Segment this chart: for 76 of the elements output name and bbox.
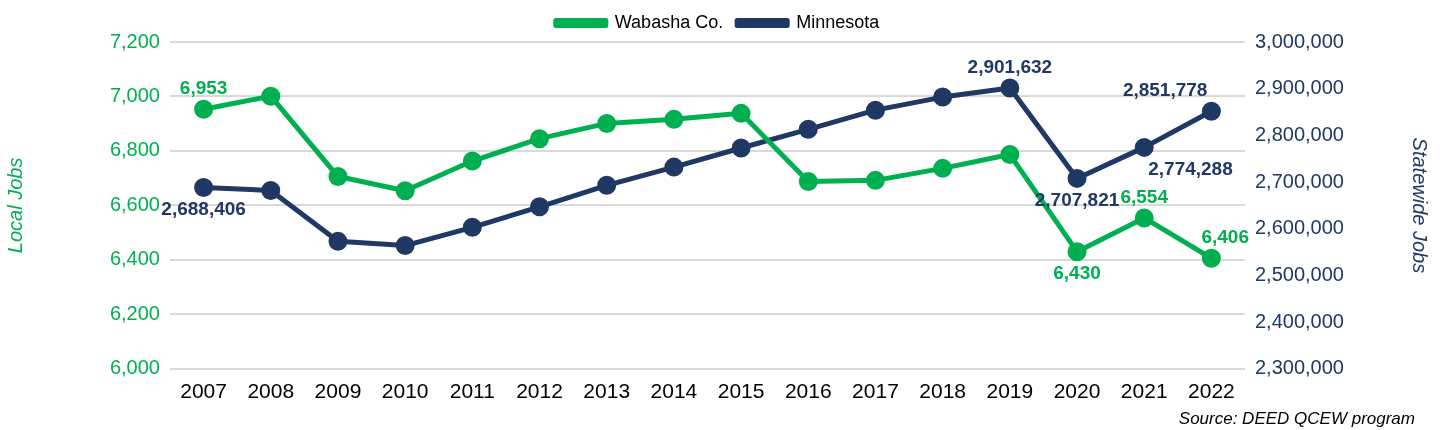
x-tick-label: 2007 bbox=[180, 379, 227, 403]
point bbox=[731, 103, 751, 123]
x-tick-label: 2010 bbox=[381, 379, 429, 403]
data-label: 2,774,288 bbox=[1148, 158, 1233, 180]
point bbox=[328, 167, 348, 187]
point bbox=[933, 158, 953, 178]
x-tick-label: 2016 bbox=[784, 379, 832, 403]
legend-label: Minnesota bbox=[796, 11, 881, 32]
point bbox=[395, 181, 415, 201]
point bbox=[597, 113, 617, 133]
y2-tick-label: 2,400,000 bbox=[1255, 309, 1344, 332]
point bbox=[1134, 208, 1154, 228]
point bbox=[194, 99, 214, 119]
point bbox=[462, 217, 482, 237]
point bbox=[530, 129, 550, 149]
x-tick-label: 2015 bbox=[717, 379, 765, 403]
y-tick-label: 6,000 bbox=[109, 356, 160, 379]
point bbox=[1000, 78, 1020, 98]
data-label: 2,851,778 bbox=[1122, 78, 1208, 100]
point bbox=[933, 87, 953, 107]
point bbox=[597, 175, 617, 195]
x-tick-label: 2017 bbox=[852, 379, 899, 403]
point bbox=[798, 119, 818, 139]
y-tick-label: 7,000 bbox=[109, 83, 160, 106]
y2-tick-label: 2,600,000 bbox=[1255, 216, 1344, 239]
point bbox=[462, 151, 482, 171]
point bbox=[664, 157, 684, 177]
data-label: 6,406 bbox=[1201, 225, 1249, 247]
point bbox=[865, 170, 885, 190]
source-note: Source: DEED QCEW program bbox=[1178, 409, 1415, 429]
y-tick-label: 6,200 bbox=[109, 301, 160, 324]
y-axis-title: Local Jobs bbox=[3, 157, 26, 254]
point bbox=[865, 100, 885, 120]
y-tick-label: 7,200 bbox=[109, 29, 160, 52]
point bbox=[798, 171, 818, 191]
point bbox=[664, 109, 684, 129]
point bbox=[1067, 242, 1087, 262]
y-tick-label: 6,600 bbox=[109, 192, 160, 215]
data-label: 6,554 bbox=[1120, 185, 1169, 207]
x-tick-label: 2008 bbox=[247, 379, 295, 403]
x-tick-label: 2014 bbox=[650, 379, 698, 403]
point bbox=[395, 236, 415, 256]
x-tick-label: 2013 bbox=[583, 379, 631, 403]
y2-tick-label: 2,800,000 bbox=[1255, 122, 1344, 145]
data-label: 2,901,632 bbox=[967, 55, 1053, 77]
data-label: 6,953 bbox=[179, 77, 228, 98]
y-tick-label: 6,400 bbox=[109, 247, 160, 270]
y2-axis-title: Statewide Jobs bbox=[1409, 137, 1432, 274]
y-tick-label: 6,800 bbox=[109, 138, 160, 161]
point bbox=[1201, 248, 1221, 268]
point bbox=[1134, 137, 1154, 157]
y2-tick-label: 3,000,000 bbox=[1255, 29, 1344, 52]
point bbox=[530, 197, 550, 217]
x-tick-label: 2012 bbox=[516, 379, 563, 403]
x-tick-label: 2011 bbox=[449, 379, 495, 403]
x-tick-label: 2009 bbox=[314, 379, 362, 403]
point bbox=[1067, 168, 1087, 188]
x-tick-label: 2022 bbox=[1188, 379, 1235, 403]
data-label: 6,430 bbox=[1053, 262, 1101, 284]
point bbox=[261, 180, 281, 200]
y2-tick-label: 2,300,000 bbox=[1255, 356, 1344, 379]
point bbox=[328, 231, 348, 251]
point bbox=[1000, 144, 1020, 164]
x-tick-label: 2019 bbox=[986, 379, 1034, 403]
point bbox=[731, 138, 751, 158]
point bbox=[194, 177, 214, 197]
y2-tick-label: 2,700,000 bbox=[1255, 169, 1344, 192]
x-tick-label: 2021 bbox=[1120, 379, 1168, 403]
x-tick-label: 2018 bbox=[919, 379, 967, 403]
y2-tick-label: 2,500,000 bbox=[1255, 262, 1344, 285]
point bbox=[1201, 101, 1221, 121]
point bbox=[261, 86, 281, 106]
y2-tick-label: 2,900,000 bbox=[1255, 76, 1344, 99]
data-label: 2,688,406 bbox=[161, 198, 246, 220]
legend-label: Wabasha Co. bbox=[614, 11, 724, 32]
x-tick-label: 2020 bbox=[1053, 379, 1101, 403]
